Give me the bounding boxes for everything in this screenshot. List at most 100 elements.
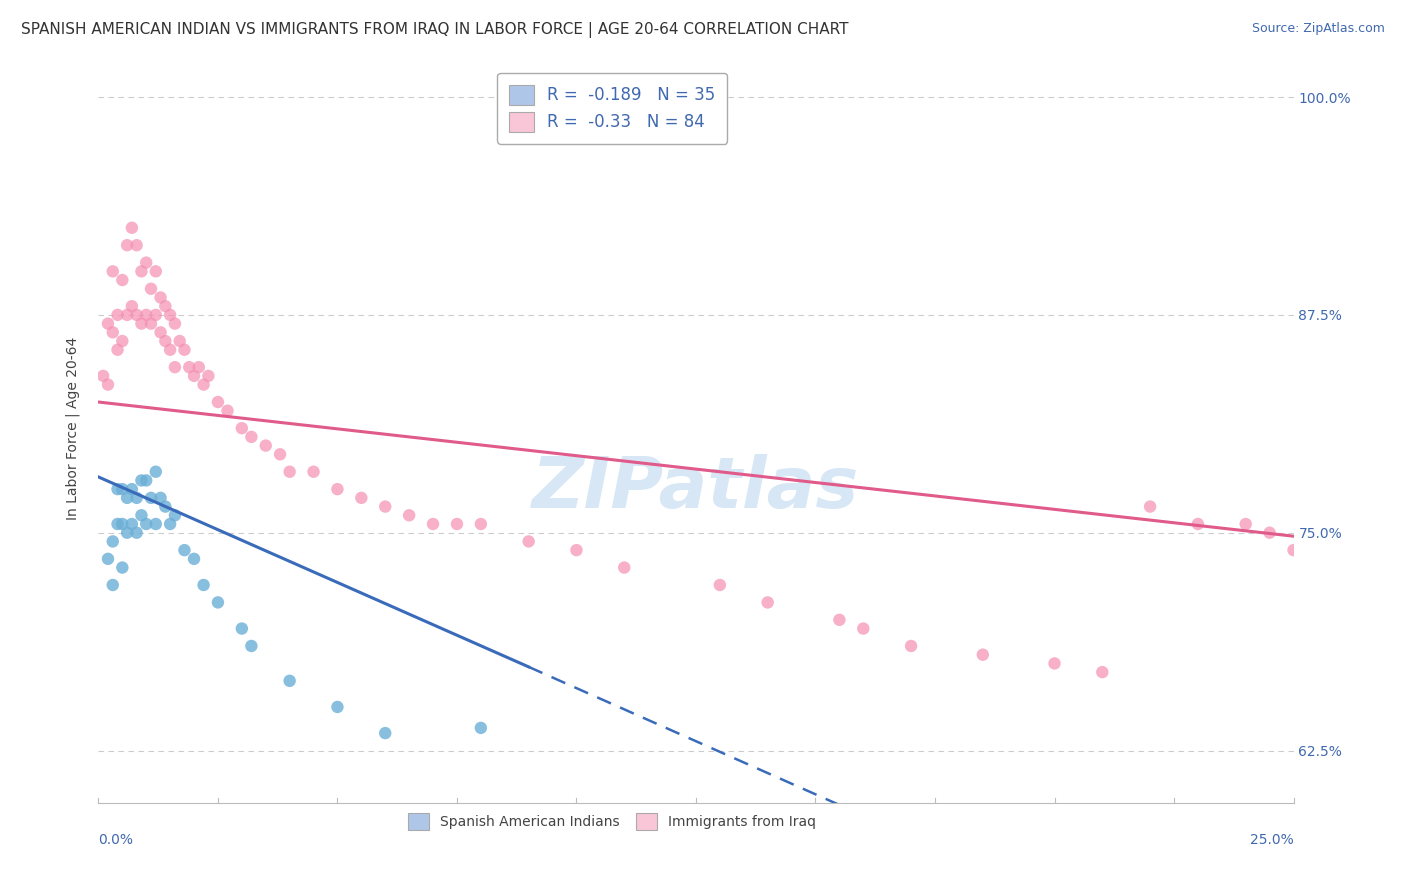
Point: [135, 308, 157, 322]
Point: [155, 334, 177, 348]
Point: [155, 299, 177, 313]
Point: [97, 317, 120, 331]
Point: [155, 500, 177, 514]
Point: [91, 368, 114, 383]
Point: [107, 308, 129, 322]
Point: [169, 334, 191, 348]
Text: 25.0%: 25.0%: [1250, 833, 1294, 847]
Point: [470, 516, 492, 531]
Point: [107, 516, 129, 531]
Point: [326, 482, 349, 496]
Point: [121, 516, 143, 531]
Point: [422, 516, 444, 531]
Point: [149, 326, 172, 340]
Point: [139, 317, 162, 331]
Y-axis label: In Labor Force | Age 20-64: In Labor Force | Age 20-64: [65, 336, 80, 520]
Point: [374, 500, 396, 514]
Point: [900, 639, 922, 653]
Point: [1187, 516, 1209, 531]
Point: [183, 368, 205, 383]
Point: [972, 648, 994, 662]
Point: [254, 439, 277, 453]
Point: [1292, 552, 1315, 566]
Text: SPANISH AMERICAN INDIAN VS IMMIGRANTS FROM IRAQ IN LABOR FORCE | AGE 20-64 CORRE: SPANISH AMERICAN INDIAN VS IMMIGRANTS FR…: [21, 22, 849, 38]
Point: [163, 508, 186, 523]
Point: [1234, 516, 1257, 531]
Point: [149, 491, 172, 505]
Point: [101, 264, 124, 278]
Point: [111, 482, 134, 496]
Point: [1091, 665, 1114, 679]
Point: [131, 317, 153, 331]
Point: [111, 516, 134, 531]
Point: [398, 508, 420, 523]
Point: [517, 534, 540, 549]
Point: [145, 516, 167, 531]
Point: [374, 726, 396, 740]
Point: [1258, 525, 1281, 540]
Point: [101, 534, 124, 549]
Point: [173, 343, 195, 357]
Point: [240, 639, 263, 653]
Point: [187, 360, 209, 375]
Point: [131, 508, 153, 523]
Point: [1330, 587, 1353, 601]
Point: [1316, 578, 1339, 592]
Point: [163, 317, 186, 331]
Point: [121, 482, 143, 496]
Point: [828, 613, 851, 627]
Point: [1296, 560, 1319, 574]
Point: [1043, 657, 1066, 671]
Point: [159, 516, 181, 531]
Point: [107, 343, 129, 357]
Point: [145, 308, 167, 322]
Point: [125, 308, 148, 322]
Legend: Spanish American Indians, Immigrants from Iraq: Spanish American Indians, Immigrants fro…: [401, 806, 824, 837]
Point: [135, 474, 157, 488]
Text: 0.0%: 0.0%: [98, 833, 134, 847]
Point: [756, 595, 779, 609]
Point: [179, 360, 201, 375]
Point: [709, 578, 731, 592]
Point: [350, 491, 373, 505]
Point: [278, 465, 301, 479]
Point: [193, 377, 215, 392]
Point: [852, 622, 875, 636]
Point: [115, 525, 138, 540]
Point: [135, 255, 157, 269]
Point: [231, 421, 253, 435]
Point: [1282, 543, 1305, 558]
Point: [101, 578, 124, 592]
Point: [115, 308, 138, 322]
Point: [159, 308, 181, 322]
Point: [97, 377, 120, 392]
Point: [231, 622, 253, 636]
Point: [302, 465, 325, 479]
Text: Source: ZipAtlas.com: Source: ZipAtlas.com: [1251, 22, 1385, 36]
Point: [149, 290, 172, 304]
Point: [1139, 500, 1161, 514]
Point: [183, 552, 205, 566]
Point: [470, 721, 492, 735]
Point: [111, 273, 134, 287]
Point: [193, 578, 215, 592]
Point: [145, 465, 167, 479]
Point: [115, 238, 138, 252]
Point: [139, 282, 162, 296]
Point: [278, 673, 301, 688]
Point: [207, 595, 229, 609]
Point: [135, 516, 157, 531]
Point: [131, 474, 153, 488]
Point: [269, 447, 291, 461]
Point: [446, 516, 468, 531]
Point: [207, 395, 229, 409]
Point: [125, 525, 148, 540]
Point: [565, 543, 588, 558]
Point: [97, 552, 120, 566]
Point: [613, 560, 636, 574]
Point: [107, 482, 129, 496]
Point: [1368, 604, 1391, 618]
Point: [1378, 613, 1400, 627]
Point: [101, 326, 124, 340]
Point: [131, 264, 153, 278]
